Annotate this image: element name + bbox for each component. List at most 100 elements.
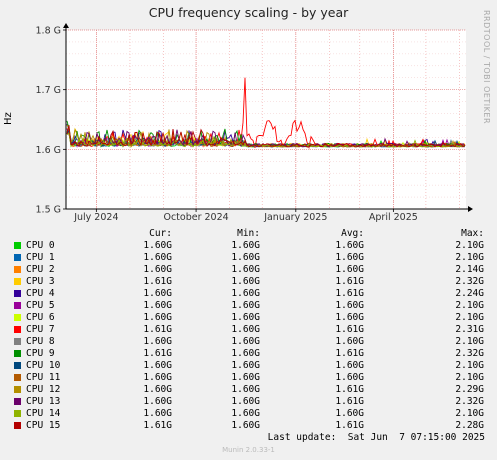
legend-min-value: 1.60G <box>231 360 260 371</box>
legend-cur-value: 1.60G <box>143 408 172 419</box>
legend-avg-value: 1.60G <box>335 372 364 383</box>
y-tick-label: 1.5 G <box>36 205 62 216</box>
legend-min-value: 1.60G <box>231 396 260 407</box>
legend-series-name: CPU 12 <box>26 384 61 395</box>
legend-row: CPU 1 1.60G 1.60G 1.60G 2.10G <box>0 252 497 264</box>
legend-max-value: 2.29G <box>455 384 484 395</box>
legend-cur-value: 1.61G <box>143 324 172 335</box>
legend-row: CPU 8 1.60G 1.60G 1.60G 2.10G <box>0 336 497 348</box>
legend-row: CPU 6 1.60G 1.60G 1.60G 2.10G <box>0 312 497 324</box>
legend-avg-value: 1.60G <box>335 300 364 311</box>
legend-series-name: CPU 10 <box>26 360 61 371</box>
x-tick-label: January 2025 <box>263 212 327 223</box>
x-tick-label: July 2024 <box>73 212 118 223</box>
legend-max-value: 2.10G <box>455 408 484 419</box>
y-tick-label: 1.7 G <box>36 85 62 96</box>
legend-swatch <box>14 386 21 393</box>
legend-cur-value: 1.61G <box>143 420 172 431</box>
legend-swatch <box>14 374 21 381</box>
legend-max-value: 2.10G <box>455 336 484 347</box>
series-line-cpu-15 <box>66 125 466 148</box>
legend-swatch <box>14 410 21 417</box>
legend-series-name: CPU 3 <box>26 276 55 287</box>
legend-avg-value: 1.60G <box>335 264 364 275</box>
chart-title: CPU frequency scaling - by year <box>148 5 349 20</box>
legend-row: CPU 4 1.60G 1.60G 1.61G 2.24G <box>0 288 497 300</box>
legend-avg-value: 1.61G <box>335 420 364 431</box>
legend-max-value: 2.32G <box>455 396 484 407</box>
legend-avg-value: 1.60G <box>335 252 364 263</box>
legend-min-value: 1.60G <box>231 300 260 311</box>
legend-row: CPU 14 1.60G 1.60G 1.60G 2.10G <box>0 408 497 420</box>
last-update: Last update: Sat Jun 7 07:15:00 2025 <box>267 432 485 443</box>
legend-min-value: 1.60G <box>231 276 260 287</box>
legend-swatch <box>14 326 21 333</box>
legend-max-value: 2.10G <box>455 372 484 383</box>
legend-max-value: 2.10G <box>455 240 484 251</box>
legend-cur-value: 1.60G <box>143 264 172 275</box>
legend-max-value: 2.31G <box>455 324 484 335</box>
legend-row: CPU 9 1.61G 1.60G 1.61G 2.32G <box>0 348 497 360</box>
legend-series-name: CPU 5 <box>26 300 55 311</box>
legend-header-max: Max: <box>461 228 484 239</box>
legend-cur-value: 1.60G <box>143 252 172 263</box>
legend-max-value: 2.10G <box>455 360 484 371</box>
legend-min-value: 1.60G <box>231 288 260 299</box>
legend-min-value: 1.60G <box>231 324 260 335</box>
legend-avg-value: 1.60G <box>335 240 364 251</box>
legend-cur-value: 1.61G <box>143 348 172 359</box>
y-axis-arrow <box>63 23 69 28</box>
legend-max-value: 2.32G <box>455 348 484 359</box>
legend-swatch <box>14 302 21 309</box>
legend-row: CPU 15 1.61G 1.60G 1.61G 2.28G <box>0 420 497 432</box>
legend-series-name: CPU 4 <box>26 288 55 299</box>
y-tick-label: 1.8 G <box>36 26 62 37</box>
legend-series-name: CPU 15 <box>26 420 61 431</box>
legend-cur-value: 1.60G <box>143 336 172 347</box>
legend-cur-value: 1.61G <box>143 276 172 287</box>
legend-swatch <box>14 254 21 261</box>
legend-series-name: CPU 2 <box>26 264 55 275</box>
legend-avg-value: 1.60G <box>335 408 364 419</box>
legend-min-value: 1.60G <box>231 336 260 347</box>
legend-avg-value: 1.61G <box>335 276 364 287</box>
legend-row: CPU 0 1.60G 1.60G 1.60G 2.10G <box>0 240 497 252</box>
legend-min-value: 1.60G <box>231 312 260 323</box>
series-line-cpu-14 <box>66 132 466 148</box>
legend-row: CPU 5 1.60G 1.60G 1.60G 2.10G <box>0 300 497 312</box>
legend-max-value: 2.10G <box>455 300 484 311</box>
legend-cur-value: 1.60G <box>143 312 172 323</box>
legend-max-value: 2.14G <box>455 264 484 275</box>
legend-swatch <box>14 422 21 429</box>
legend-avg-value: 1.61G <box>335 396 364 407</box>
legend-cur-value: 1.60G <box>143 360 172 371</box>
legend-avg-value: 1.60G <box>335 360 364 371</box>
legend-cur-value: 1.60G <box>143 300 172 311</box>
legend-series-name: CPU 0 <box>26 240 55 251</box>
legend-min-value: 1.60G <box>231 384 260 395</box>
x-tick-label: April 2025 <box>369 212 418 223</box>
legend-max-value: 2.32G <box>455 276 484 287</box>
legend-row: CPU 10 1.60G 1.60G 1.60G 2.10G <box>0 360 497 372</box>
legend-avg-value: 1.61G <box>335 348 364 359</box>
munin-version: Munin 2.0.33-1 <box>222 446 275 454</box>
legend-series-name: CPU 11 <box>26 372 61 383</box>
legend-series-name: CPU 8 <box>26 336 55 347</box>
x-axis-arrow <box>468 206 473 212</box>
legend-min-value: 1.60G <box>231 240 260 251</box>
legend-header-min: Min: <box>237 228 260 239</box>
legend-row: CPU 3 1.61G 1.60G 1.61G 2.32G <box>0 276 497 288</box>
legend-cur-value: 1.60G <box>143 396 172 407</box>
legend-cur-value: 1.60G <box>143 384 172 395</box>
legend-cur-value: 1.60G <box>143 240 172 251</box>
legend-series-name: CPU 13 <box>26 396 61 407</box>
legend-series-name: CPU 7 <box>26 324 55 335</box>
legend-header-avg: Avg: <box>341 228 364 239</box>
legend-swatch <box>14 266 21 273</box>
legend-min-value: 1.60G <box>231 408 260 419</box>
legend-swatch <box>14 350 21 357</box>
legend-row: CPU 2 1.60G 1.60G 1.60G 2.14G <box>0 264 497 276</box>
legend-min-value: 1.60G <box>231 252 260 263</box>
legend-max-value: 2.24G <box>455 288 484 299</box>
